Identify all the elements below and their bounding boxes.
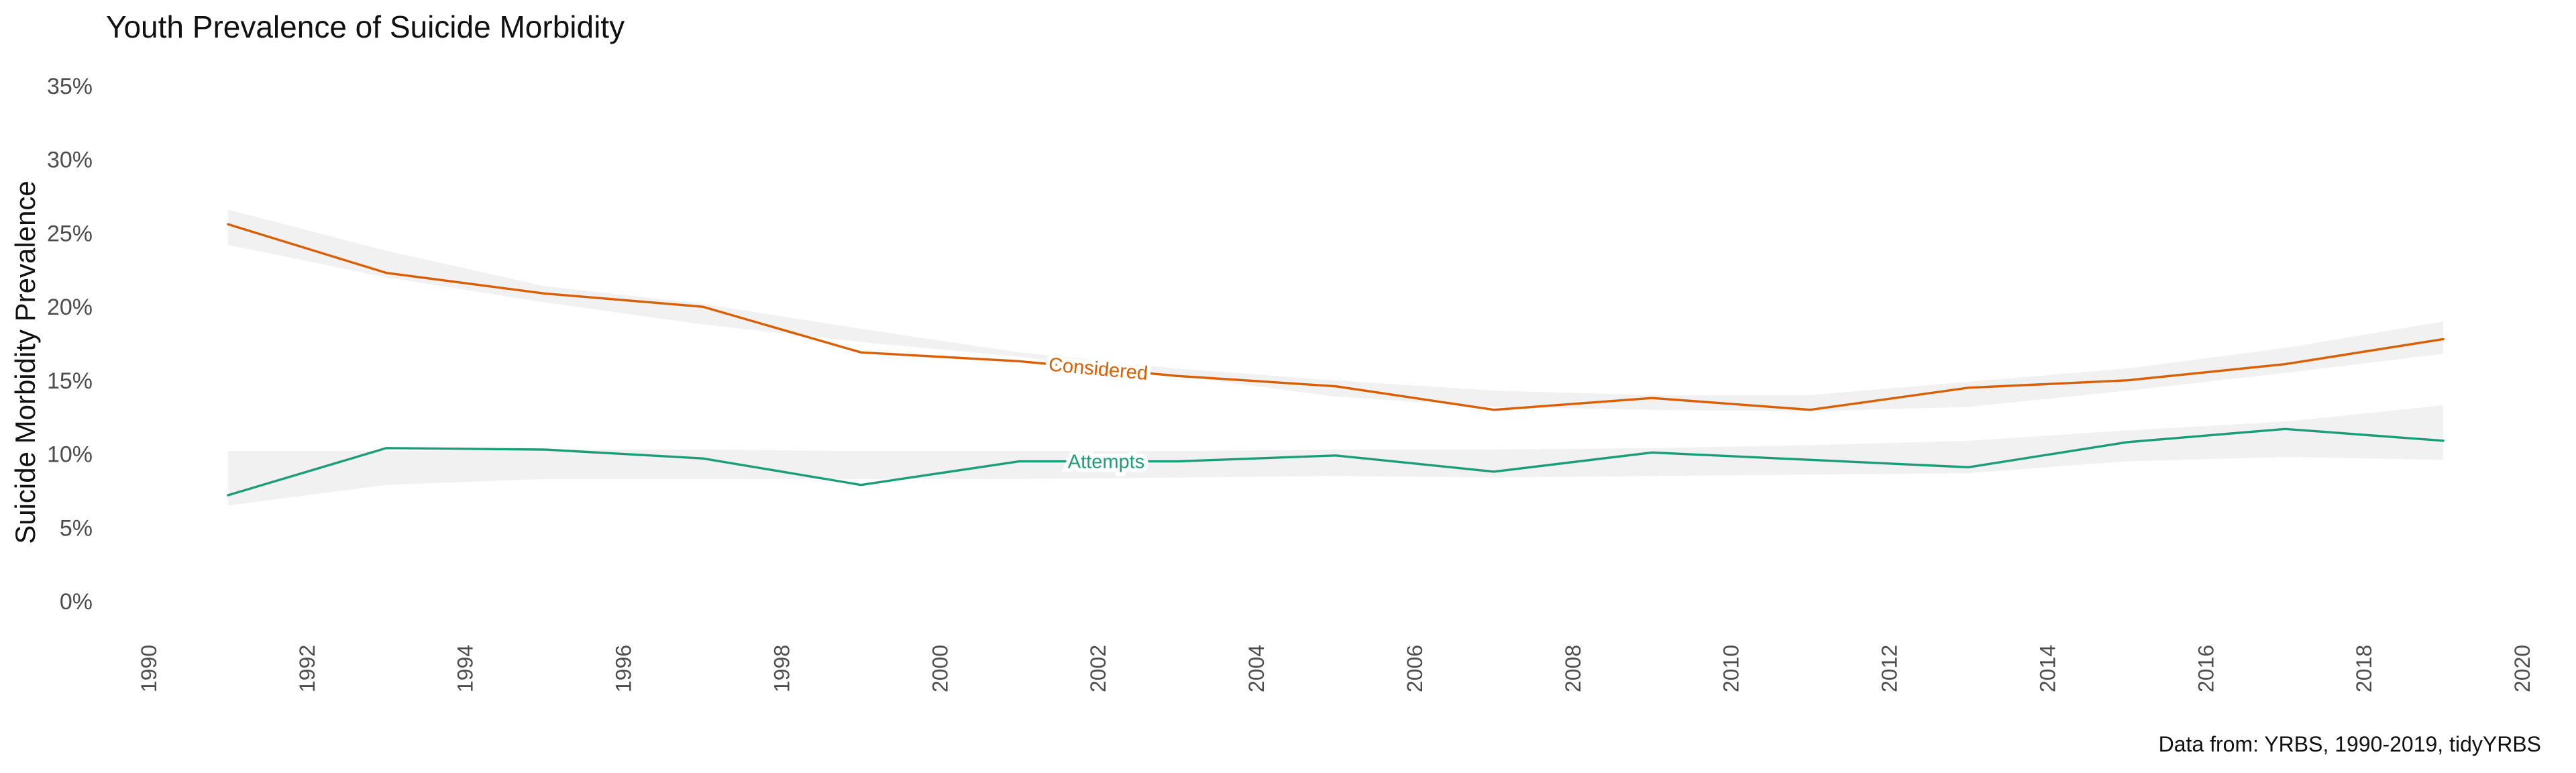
y-tick-label: 25%: [47, 221, 93, 246]
y-tick-label: 15%: [47, 368, 93, 394]
y-tick-label: 5%: [60, 515, 93, 541]
confidence-bands: [227, 209, 2444, 506]
x-tick-label: 2008: [1561, 645, 1585, 692]
x-tick-label: 2004: [1244, 645, 1269, 692]
series-label-considered: Considered: [1048, 354, 1149, 384]
x-tick-label: 2020: [2510, 645, 2534, 692]
y-axis-ticks: 0% 5% 10% 15% 20% 25% 30% 35%: [47, 74, 93, 615]
x-tick-label: 1994: [453, 645, 478, 692]
y-axis-label: Suicide Morbidity Prevalence: [9, 181, 41, 544]
y-tick-label: 0%: [60, 589, 93, 615]
x-axis-ticks: 1990 1992 1994 1996 1998 2000 2002 2004 2006 2008…: [137, 645, 2534, 692]
y-tick-label: 30%: [47, 148, 93, 173]
data-source-caption: Data from: YRBS, 1990-2019, tidyYRBS: [2159, 732, 2541, 756]
x-tick-label: 1992: [295, 645, 319, 692]
confidence-band-considered: [227, 209, 2444, 411]
x-tick-label: 2002: [1086, 645, 1110, 692]
x-tick-label: 2018: [2352, 645, 2376, 692]
series-lines: [227, 223, 2445, 497]
x-tick-label: 2012: [1878, 645, 1902, 692]
y-tick-label: 10%: [47, 442, 93, 468]
x-tick-label: 2006: [1403, 645, 1427, 692]
chart-title: Youth Prevalence of Suicide Morbidity: [106, 9, 625, 44]
series-labels: Considered Attempts: [1044, 350, 1153, 476]
x-tick-label: 2014: [2035, 645, 2059, 692]
x-tick-label: 2016: [2194, 645, 2218, 692]
series-line-attempts: [227, 427, 2445, 497]
y-tick-label: 20%: [47, 295, 93, 320]
x-tick-label: 1990: [137, 645, 161, 692]
series-label-attempts: Attempts: [1068, 452, 1144, 473]
x-tick-label: 1998: [769, 645, 794, 692]
x-tick-label: 1996: [612, 645, 636, 692]
x-tick-label: 2000: [928, 645, 952, 692]
series-line-considered: [227, 223, 2445, 411]
x-tick-label: 2010: [1719, 645, 1743, 692]
y-tick-label: 35%: [47, 74, 93, 99]
